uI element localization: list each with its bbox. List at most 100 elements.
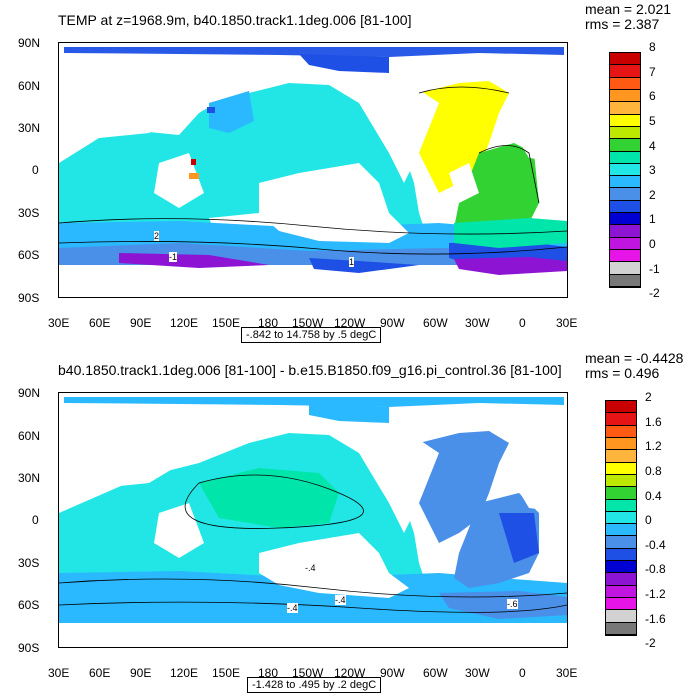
top-colorbar-label: 5: [649, 113, 656, 128]
bottom-colorbar-segment: [606, 622, 636, 635]
top-colorbar-segment: [610, 151, 640, 164]
top-range-label: -.842 to 14.758 by .5 degC: [241, 327, 382, 343]
bottom-colorbar-segment: [606, 450, 636, 463]
top-lat-0: 0: [32, 163, 39, 177]
top-colorbar-segment: [610, 225, 640, 238]
bottom-colorbar-label: 2: [645, 390, 652, 404]
top-colorbar-label: -1: [649, 261, 660, 276]
bottom-lon-30e-right: 30E: [556, 666, 578, 680]
bottom-panel: b40.1850.track1.1deg.006 [81-100] - b.e1…: [0, 350, 700, 700]
top-colorbar-segment: [610, 213, 640, 226]
bottom-lon-90e: 90E: [130, 666, 152, 680]
top-colorbar-label: 6: [649, 89, 656, 104]
bottom-lon-120e: 120E: [170, 666, 199, 680]
top-mean: mean = 2.021: [585, 1, 672, 17]
bottom-lon-0: 0: [519, 666, 526, 680]
bottom-lat-60s: 60S: [18, 598, 40, 612]
top-colorbar-label: 2: [649, 187, 656, 202]
bottom-panel-title: b40.1850.track1.1deg.006 [81-100] - b.e1…: [58, 362, 562, 378]
top-colorbar-segment: [610, 262, 640, 275]
top-lat-60n: 60N: [18, 79, 41, 93]
top-colorbar-label: 1: [649, 212, 656, 227]
bottom-colorbar-label: -0.4: [645, 537, 666, 552]
top-colorbar-segment: [610, 200, 640, 214]
bottom-colorbar-segment: [606, 585, 636, 598]
bottom-mean: mean = -0.4428: [585, 350, 684, 366]
top-colorbar-segment: [610, 274, 640, 287]
bottom-colorbar-label: -0.8: [645, 562, 666, 577]
bottom-lat-30s: 30S: [18, 556, 40, 570]
top-contour-label-2: 2: [154, 231, 160, 241]
top-contour-label-1: 1: [349, 257, 355, 267]
bottom-contour-label-a: -.4: [305, 563, 316, 573]
top-lon-120e: 120E: [170, 316, 199, 330]
bottom-colorbar-segment: [606, 437, 636, 451]
top-lon-180: 180: [258, 316, 279, 330]
bottom-colorbar-label: -1.2: [645, 587, 666, 602]
top-colorbar: [609, 52, 641, 288]
bottom-lon-150e: 150E: [212, 666, 241, 680]
bottom-contour-label-b: -.4: [287, 603, 298, 613]
bottom-colorbar-segment: [606, 499, 636, 512]
bottom-colorbar-segment: [606, 474, 636, 488]
top-colorbar-segment: [610, 163, 640, 177]
top-colorbar-segment: [610, 139, 640, 152]
top-colorbar-segment: [610, 176, 640, 189]
bottom-lon-120w: 120W: [334, 666, 366, 680]
top-colorbar-segment: [610, 53, 640, 66]
top-colorbar-segment: [610, 65, 640, 78]
top-lon-30e-left: 30E: [48, 316, 70, 330]
bottom-lon-90w: 90W: [380, 666, 405, 680]
bottom-lat-60n: 60N: [18, 429, 41, 443]
top-colorbar-segment: [610, 77, 640, 90]
bottom-lat-30n: 30N: [18, 471, 41, 485]
bottom-lon-180: 180: [258, 666, 279, 680]
top-colorbar-label: 8: [649, 40, 656, 54]
bottom-colorbar: [605, 400, 637, 636]
top-colorbar-segment: [610, 250, 640, 263]
bottom-colorbar-label: 0: [645, 513, 652, 528]
top-lat-90s: 90S: [18, 291, 40, 305]
top-colorbar-segment: [610, 237, 640, 250]
bottom-lon-150w: 150W: [292, 666, 324, 680]
top-lon-0: 0: [519, 316, 526, 330]
bottom-colorbar-label: -1.6: [645, 611, 666, 626]
top-colorbar-label: -2: [649, 286, 660, 301]
top-lon-60w: 60W: [423, 316, 448, 330]
bottom-colorbar-segment: [606, 462, 636, 475]
top-panel-title: TEMP at z=1968.9m, b40.1850.track1.1deg.…: [58, 12, 412, 28]
top-lon-90w: 90W: [380, 316, 405, 330]
top-lon-90e: 90E: [130, 316, 152, 330]
bottom-colorbar-segment: [606, 561, 636, 574]
bottom-colorbar-segment: [606, 524, 636, 537]
top-lon-150e: 150E: [212, 316, 241, 330]
top-lat-30n: 30N: [18, 121, 41, 135]
top-colorbar-label: 3: [649, 163, 656, 178]
bottom-colorbar-label: 1.6: [645, 414, 662, 429]
bottom-contour-label-c: -.4: [335, 595, 346, 605]
bottom-map-plot: -.4 -.4 -.4 -.6: [58, 392, 568, 648]
top-lat-90n: 90N: [18, 36, 41, 50]
top-lon-120w: 120W: [334, 316, 366, 330]
top-panel: TEMP at z=1968.9m, b40.1850.track1.1deg.…: [18, 1, 672, 343]
bottom-lon-30w: 30W: [465, 666, 490, 680]
top-colorbar-label: 4: [649, 138, 656, 153]
top-lon-150w: 150W: [292, 316, 324, 330]
bottom-colorbar-segment: [606, 487, 636, 500]
bottom-colorbar-label: -2: [645, 636, 656, 651]
top-lat-30s: 30S: [18, 206, 40, 220]
bottom-lon-60e: 60E: [89, 666, 111, 680]
top-map-plot: 2 1 -1: [58, 42, 568, 298]
top-lon-30e-right: 30E: [556, 316, 578, 330]
bottom-colorbar-segment: [606, 401, 636, 414]
bottom-lat-90s: 90S: [18, 641, 40, 655]
top-lon-60e: 60E: [89, 316, 111, 330]
top-rms: rms = 2.387: [585, 16, 660, 32]
bottom-range-label: -1.428 to .495 by .2 degC: [247, 677, 382, 693]
bottom-lon-30e-left: 30E: [48, 666, 70, 680]
bottom-colorbar-segment: [606, 548, 636, 562]
bottom-colorbar-label: 0.8: [645, 463, 662, 478]
bottom-colorbar-segment: [606, 598, 636, 611]
bottom-colorbar-segment: [606, 536, 636, 549]
bottom-colorbar-segment: [606, 573, 636, 586]
